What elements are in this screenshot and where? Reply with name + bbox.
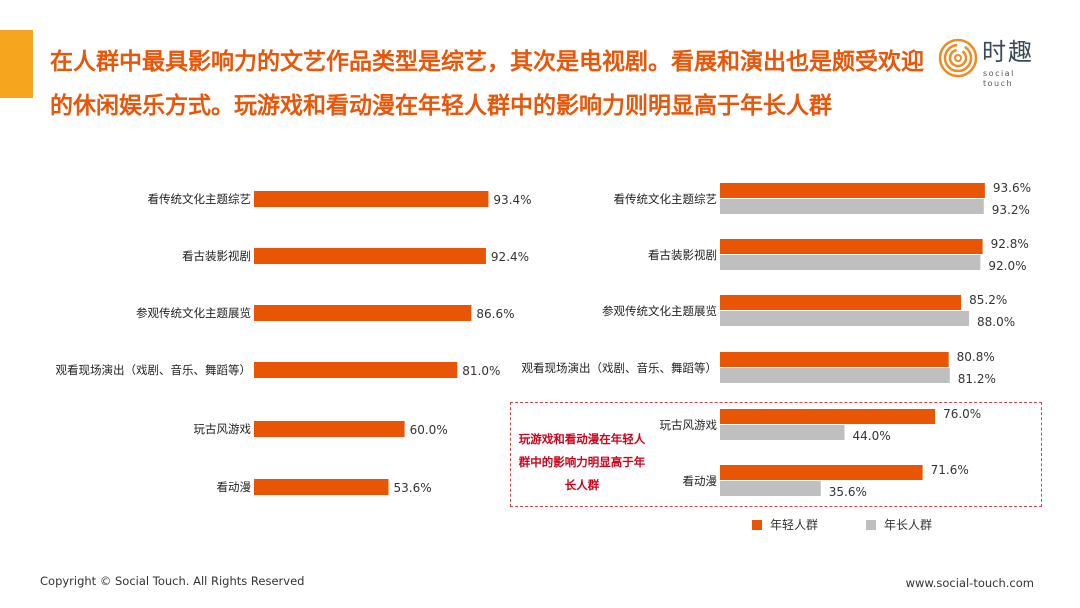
bar bbox=[254, 479, 389, 495]
bar-young bbox=[720, 183, 985, 198]
logo-cn: 时趣 bbox=[982, 38, 1034, 66]
data-label: 35.6% bbox=[829, 485, 867, 499]
data-label: 88.0% bbox=[977, 315, 1015, 329]
data-label: 92.0% bbox=[988, 259, 1026, 273]
bar bbox=[254, 362, 458, 378]
data-label: 86.6% bbox=[476, 307, 514, 321]
legend-swatch-young bbox=[752, 519, 762, 530]
footer-copyright: Copyright © Social Touch. All Rights Res… bbox=[40, 574, 305, 588]
category-label: 看动漫 bbox=[683, 474, 718, 488]
page-title: 在人群中最具影响力的文艺作品类型是综艺，其次是电视剧。看展和演出也是颇受欢迎的休… bbox=[50, 49, 924, 119]
bar-young bbox=[720, 239, 983, 254]
bar-young bbox=[720, 409, 936, 424]
bar-old bbox=[720, 199, 984, 214]
data-label: 81.2% bbox=[958, 372, 996, 386]
data-label: 92.4% bbox=[491, 250, 529, 264]
bar bbox=[254, 305, 472, 321]
bar bbox=[254, 191, 489, 207]
logo: 时趣 social touch bbox=[938, 38, 1048, 88]
data-label: 60.0% bbox=[410, 423, 448, 437]
bar bbox=[254, 248, 486, 264]
category-label: 观看现场演出（戏剧、音乐、舞蹈等） bbox=[522, 361, 718, 375]
footer-website: www.social-touch.com bbox=[905, 576, 1034, 590]
bar-old bbox=[720, 255, 981, 270]
accent-bar bbox=[0, 30, 33, 98]
category-label: 参观传统文化主题展览 bbox=[602, 304, 717, 318]
logo-rings-icon bbox=[938, 38, 978, 78]
highlight-note: 玩游戏和看动漫在年轻人群中的影响力明显高于年长人群 bbox=[518, 432, 646, 492]
data-label: 53.6% bbox=[394, 481, 432, 495]
category-label: 玩古风游戏 bbox=[194, 422, 252, 436]
legend-label-old: 年长人群 bbox=[884, 518, 933, 532]
bar-old bbox=[720, 311, 970, 326]
bar-young bbox=[720, 465, 923, 480]
category-label: 看传统文化主题综艺 bbox=[148, 192, 252, 206]
bar-young bbox=[720, 295, 962, 310]
bar bbox=[254, 421, 405, 437]
legend-item-young: 年轻人群 bbox=[752, 516, 818, 533]
data-label: 76.0% bbox=[943, 407, 981, 421]
category-label: 观看现场演出（戏剧、音乐、舞蹈等） bbox=[56, 363, 252, 377]
category-label: 参观传统文化主题展览 bbox=[136, 306, 251, 320]
category-label: 看动漫 bbox=[217, 480, 252, 494]
category-label: 看古装影视剧 bbox=[648, 248, 717, 262]
bar-old bbox=[720, 481, 821, 496]
category-label: 看传统文化主题综艺 bbox=[614, 192, 718, 206]
legend-swatch-old bbox=[866, 519, 876, 530]
data-label: 71.6% bbox=[931, 463, 969, 477]
data-label: 44.0% bbox=[853, 429, 891, 443]
bar-old bbox=[720, 368, 950, 383]
data-label: 93.2% bbox=[992, 203, 1030, 217]
data-label: 93.6% bbox=[993, 181, 1031, 195]
highlight-box bbox=[510, 402, 1042, 507]
category-label: 玩古风游戏 bbox=[660, 418, 718, 432]
logo-en: social touch bbox=[983, 69, 1015, 88]
bar-old bbox=[720, 425, 845, 440]
bar-young bbox=[720, 352, 949, 367]
category-label: 看古装影视剧 bbox=[182, 249, 251, 263]
legend-item-old: 年长人群 bbox=[866, 516, 932, 533]
legend-label-young: 年轻人群 bbox=[770, 518, 819, 532]
data-label: 81.0% bbox=[462, 364, 500, 378]
data-label: 80.8% bbox=[957, 350, 995, 364]
data-label: 93.4% bbox=[493, 193, 531, 207]
data-label: 85.2% bbox=[969, 293, 1007, 307]
data-label: 92.8% bbox=[991, 237, 1029, 251]
